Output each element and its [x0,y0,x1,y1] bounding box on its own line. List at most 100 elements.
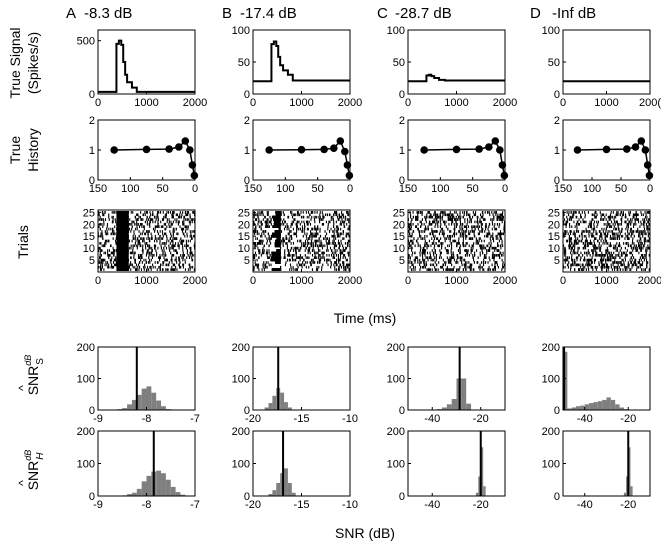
y-tick-label: 100 [387,25,405,37]
signal-panel-b: 0 1000 2000 0 50 100 [232,25,363,109]
x-tick-label: 0 [502,183,508,195]
history-point [631,143,640,151]
history-panel-a: 150 100 50 0 0 1 2 [89,115,199,195]
y-tick-label: 0 [554,175,560,187]
x-tick-label: 2000 [183,275,207,287]
row-label-history-1: True [7,136,23,164]
y-tick-label: 1 [89,145,95,157]
y-tick-label: 15 [83,231,95,243]
history-panel-c: 150 100 50 0 0 1 2 [399,115,509,195]
history-point [345,171,354,180]
history-point [643,161,652,169]
history-point [110,146,118,154]
history-point [498,161,507,169]
signal-line [408,73,505,83]
history-point [341,147,349,156]
y-tick-label: 500 [77,36,95,48]
x-tick-label: 0 [405,97,411,109]
y-tick-label: 10 [83,243,95,255]
x-axis-title-snr: SNR (dB) [335,525,395,541]
history-point [142,145,151,154]
y-tick-label: 0 [399,89,405,101]
x-tick-label: 0 [250,97,256,109]
history-panel-d: 150 100 50 0 0 1 2 [554,115,654,195]
x-tick-label: 1000 [134,97,158,109]
column-title-c: C [377,5,388,22]
history-line [269,139,351,176]
column-value-a: -8.3 dB [84,5,132,22]
axes-frame [252,29,351,95]
x-tick-label: 150 [399,183,417,195]
x-tick-label: 0 [560,97,566,109]
history-point [645,171,654,180]
history-point [420,146,428,154]
x-tick-label: 100 [431,183,449,195]
signal-panel-a: 0 1000 2000 0 500 [77,29,207,109]
column-value-b: -17.4 dB [240,5,297,22]
row-label-snr-s: SNRdB S ^ [16,355,46,396]
x-tick-label: 50 [615,183,627,195]
history-point [452,145,461,154]
history-point [165,145,173,153]
snr-h-hat: ^ [16,480,30,486]
y-tick-label: 0 [244,175,250,187]
y-tick-label: 0 [89,89,95,101]
x-tick-label: 100 [583,183,601,195]
history-point [496,146,504,154]
history-point [320,145,328,154]
row-label-trials: Trials [15,225,31,259]
history-point [297,145,306,154]
snr-h-sup: dB [23,450,33,461]
history-point [602,145,611,154]
dense-band [116,211,129,271]
x-tick-label: 2000 [493,97,517,109]
y-tick-label: 0 [89,175,95,187]
history-point [188,161,197,169]
signal-panel-d: 0 1000 200(0 50 100 [542,25,661,109]
x-tick-label: 2000 [338,97,362,109]
y-tick-label: 1 [399,145,405,157]
y-tick-label: 0 [399,175,405,187]
row-label-signal-1: True Signal [7,27,23,98]
signal-line [253,40,350,83]
y-tick-label: 1 [554,145,560,157]
history-point [343,161,352,169]
history-panel-b: 150 100 50 0 0 1 2 [244,115,354,195]
history-point [637,137,646,145]
y-tick-label: 50 [548,57,560,69]
x-tick-label: 2000 [183,97,207,109]
history-point [181,137,190,145]
x-tick-label: 1000 [134,275,158,287]
axes-frame [407,29,506,95]
history-point [190,171,199,180]
x-tick-label: 200( [639,97,661,109]
y-tick-label: 1 [244,145,250,157]
history-point [491,137,500,145]
snr-s-sub: S [35,358,46,365]
y-tick-label: 100 [542,25,560,37]
snr-h-main: SNR [25,461,41,491]
history-point [186,146,194,154]
x-tick-label: 0 [647,183,653,195]
y-tick-label: 2 [244,115,250,127]
snr-s-sup: dB [23,355,33,366]
snr-s-hat: ^ [16,385,30,391]
y-tick-label: 5 [89,255,95,267]
snr-s-main: SNR [25,366,41,396]
y-tick-label: 50 [238,57,250,69]
y-tick-label: 0 [554,89,560,101]
x-tick-label: 50 [312,183,324,195]
x-tick-label: 1000 [444,97,468,109]
history-point [336,137,345,145]
x-tick-label: 0 [347,183,353,195]
y-tick-label: 0 [244,89,250,101]
x-tick-label: 1000 [289,97,313,109]
x-axis-title-time: Time (ms) [334,310,396,326]
signal-panel-c: 0 1000 2000 0 50 100 [387,25,518,109]
y-tick-label: 50 [393,57,405,69]
column-title-b: B [222,5,232,22]
axes-frame [562,29,651,95]
column-value-d: -Inf dB [552,5,596,22]
